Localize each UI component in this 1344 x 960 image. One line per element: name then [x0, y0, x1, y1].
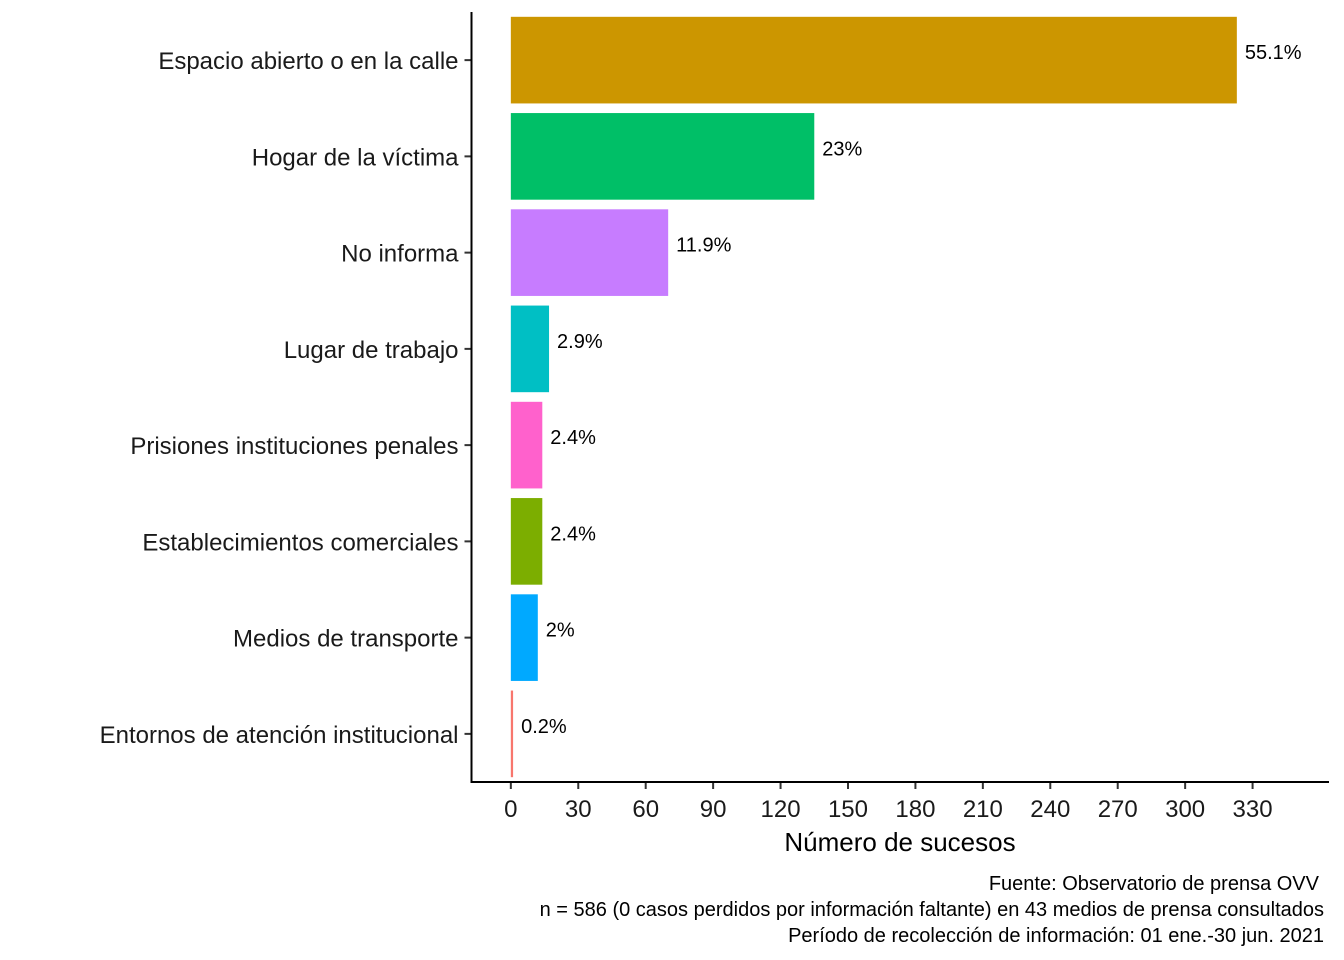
data-label: 23%: [822, 138, 862, 160]
x-tick-label: 210: [963, 796, 1003, 823]
x-tick-label: 180: [895, 796, 935, 823]
x-tick-label: 0: [504, 796, 517, 823]
x-tick-label: 90: [700, 796, 727, 823]
bar: [510, 498, 543, 585]
x-tick-label: 270: [1098, 796, 1138, 823]
x-tick-label: 150: [828, 796, 868, 823]
x-tick-label: 300: [1165, 796, 1205, 823]
data-label: 2.4%: [550, 523, 596, 545]
x-tick-label: 240: [1030, 796, 1070, 823]
data-label: 0.2%: [521, 716, 567, 738]
category-label: Prisiones instituciones penales: [130, 433, 458, 460]
data-label: 2.4%: [550, 427, 596, 449]
category-label: Medios de transporte: [233, 626, 458, 653]
data-labels-group: 55.1% 23% 11.9% 2.9% 2.4% 2.4% 2% 0.2%: [521, 42, 1302, 738]
bar: [510, 594, 538, 681]
x-tick-label: 120: [761, 796, 801, 823]
caption-source: Fuente: Observatorio de prensa OVV: [989, 873, 1320, 895]
bar: [510, 113, 815, 200]
bar: [510, 305, 550, 393]
data-label: 11.9%: [676, 235, 731, 257]
bar: [510, 690, 514, 778]
x-tick-label: 330: [1233, 796, 1273, 823]
x-ticks-group: 0 30 60 90 120 150 180 210 240 270 300 330: [504, 782, 1273, 823]
bars-group: [510, 16, 1237, 778]
category-label: No informa: [341, 241, 459, 268]
category-label: Lugar de trabajo: [284, 337, 459, 364]
x-axis-title: Número de sucesos: [784, 827, 1015, 857]
category-label: Establecimientos comerciales: [142, 529, 458, 556]
data-label: 55.1%: [1245, 42, 1302, 64]
data-label: 2.9%: [557, 331, 603, 353]
caption-sample: n = 586 (0 casos perdidos por informació…: [540, 899, 1324, 921]
category-label: Hogar de la víctima: [252, 144, 459, 171]
data-label: 2%: [546, 620, 575, 642]
x-tick-label: 30: [565, 796, 592, 823]
bar: [510, 209, 669, 296]
x-tick-label: 60: [632, 796, 659, 823]
y-ticks-group: [464, 59, 472, 735]
caption-period: Período de recolección de información: 0…: [788, 925, 1324, 947]
bar: [510, 401, 543, 489]
bar: [510, 16, 1237, 104]
category-label: Entornos de atención institucional: [100, 722, 459, 749]
category-labels-group: Espacio abierto o en la calle Hogar de la…: [100, 48, 460, 749]
category-label: Espacio abierto o en la calle: [158, 48, 458, 75]
